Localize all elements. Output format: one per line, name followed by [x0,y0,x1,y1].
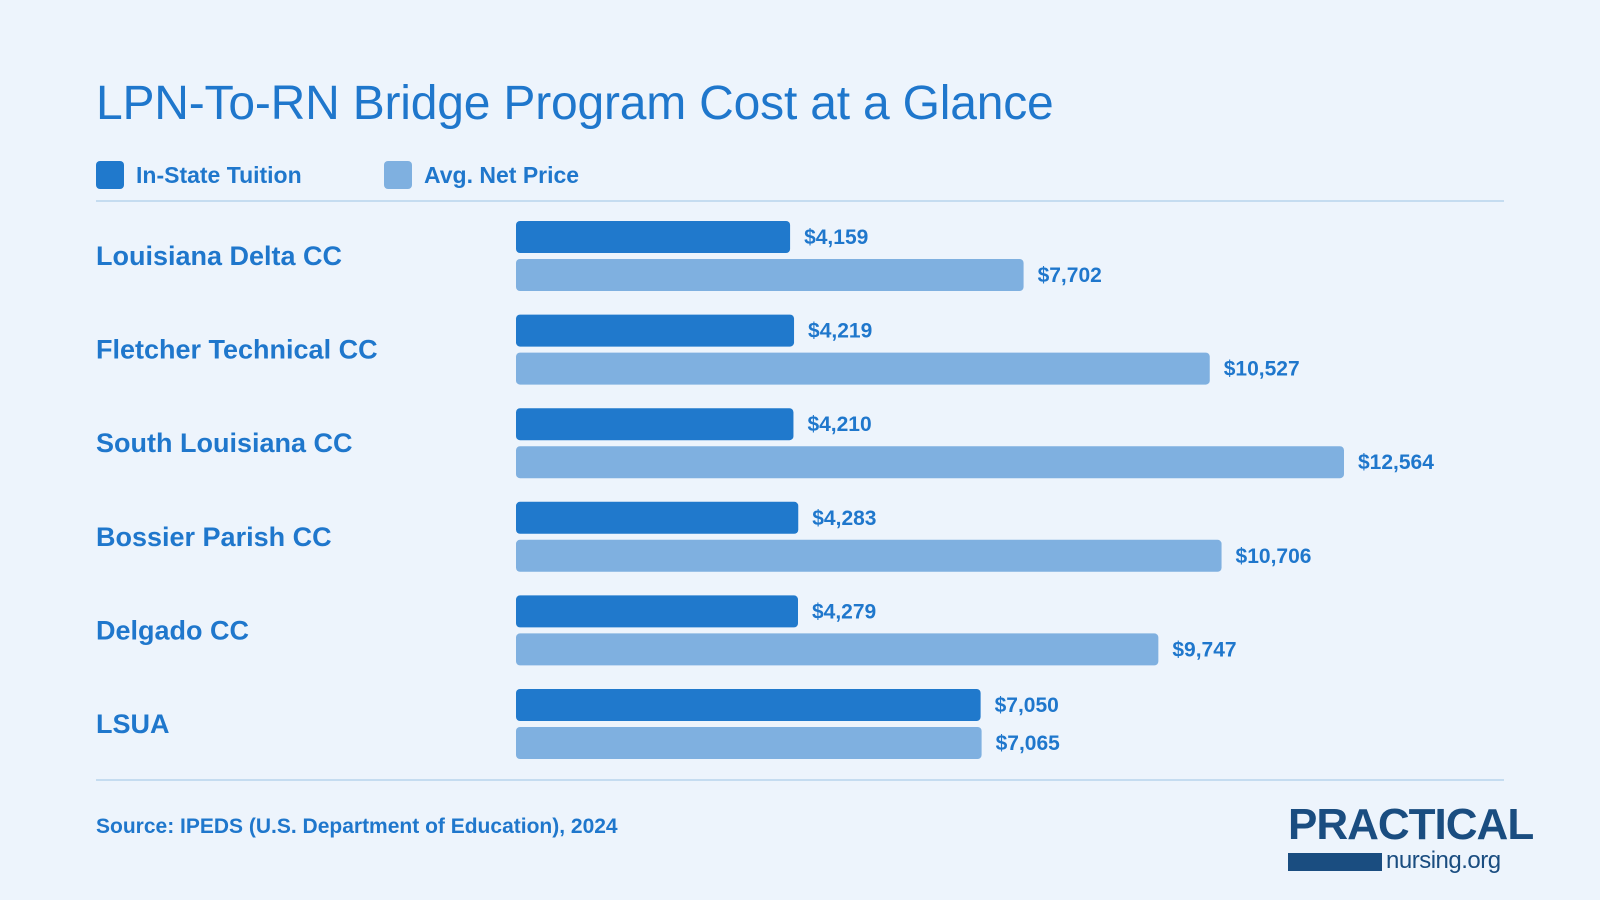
value-label-net-price-louisiana-delta-cc: $7,702 [1038,264,1102,287]
value-label-net-price-bossier-parish-cc: $10,706 [1236,545,1312,568]
value-label-net-price-lsua: $7,065 [996,732,1061,755]
logo-bar [1288,853,1382,871]
bar-net-price-lsua [516,727,982,759]
bar-net-price-bossier-parish-cc [516,539,1222,572]
category-label-bossier-parish-cc: Bossier Parish CC [96,522,332,552]
value-label-tuition-louisiana-delta-cc: $4,159 [804,226,868,249]
category-label-louisiana-delta-cc: Louisiana Delta CC [96,241,342,271]
value-label-net-price-south-louisiana-cc: $12,564 [1358,451,1434,474]
bar-net-price-louisiana-delta-cc [516,259,1024,291]
value-label-tuition-bossier-parish-cc: $4,283 [812,507,876,530]
practical-nursing-logo: PRACTICAL nursing.org [1288,803,1534,875]
value-label-tuition-lsua: $7,050 [995,694,1059,717]
bar-tuition-fletcher-technical-cc [516,314,795,347]
value-label-tuition-fletcher-technical-cc: $4,219 [808,320,872,343]
bottom-divider [96,779,1504,781]
top-divider [96,200,1504,202]
bar-net-price-fletcher-technical-cc [516,352,1210,385]
bar-net-price-delgado-cc [516,633,1159,666]
value-label-tuition-south-louisiana-cc: $4,210 [807,413,871,436]
bar-tuition-louisiana-delta-cc [516,221,791,253]
bar-tuition-lsua [516,689,981,721]
legend-swatch-net-price [384,161,412,189]
legend-label-net-price: Avg. Net Price [424,162,580,188]
bar-net-price-south-louisiana-cc [516,446,1344,479]
legend-swatch-tuition [96,161,124,189]
source-note: Source: IPEDS (U.S. Department of Educat… [96,815,618,838]
value-label-net-price-delgado-cc: $9,747 [1172,638,1236,661]
value-label-tuition-delgado-cc: $4,279 [812,600,876,623]
logo-wordmark-bottom: nursing.org [1386,847,1501,874]
category-label-lsua: LSUA [96,709,170,739]
legend-label-tuition: In-State Tuition [136,162,302,188]
chart-title: LPN-To-RN Bridge Program Cost at a Glanc… [96,77,1054,130]
category-label-south-louisiana-cc: South Louisiana CC [96,428,353,458]
category-label-fletcher-technical-cc: Fletcher Technical CC [96,335,378,365]
logo-wordmark-top: PRACTICAL [1288,800,1534,849]
bar-tuition-delgado-cc [516,595,798,628]
bar-tuition-south-louisiana-cc [516,408,794,441]
bar-tuition-bossier-parish-cc [516,501,799,534]
category-label-delgado-cc: Delgado CC [96,615,249,645]
value-label-net-price-fletcher-technical-cc: $10,527 [1224,358,1300,381]
